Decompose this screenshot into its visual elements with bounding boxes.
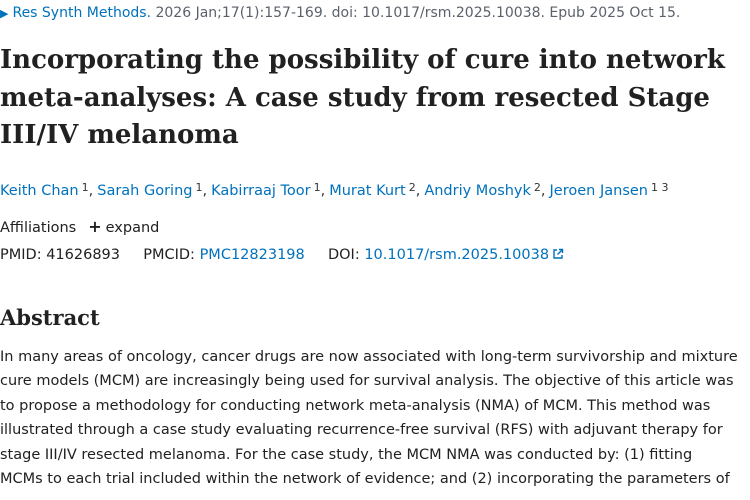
journal-link[interactable]: Res Synth Methods.: [12, 5, 152, 21]
author-link[interactable]: Kabirraaj Toor: [211, 183, 311, 199]
title-line: III/IV melanoma: [0, 120, 239, 150]
author-affiliation-ref[interactable]: 1 3: [650, 181, 669, 194]
external-link-icon: [553, 248, 564, 259]
affiliations-expand-button[interactable]: + expand: [88, 217, 160, 236]
abstract-line: to propose a methodology for conducting …: [0, 397, 711, 414]
affiliations-row: Affiliations + expand: [0, 217, 159, 238]
pmcid-label: PMCID:: [143, 247, 195, 263]
author-link[interactable]: Andriy Moshyk: [424, 183, 531, 199]
article-title: Incorporating the possibility of cure in…: [0, 42, 740, 155]
pmid-label: PMID:: [0, 247, 42, 263]
author-separator: ,: [415, 183, 421, 199]
pmid-value: 41626893: [46, 247, 121, 263]
author-separator: ,: [540, 183, 546, 199]
author-affiliation-ref[interactable]: 2: [533, 181, 541, 194]
author-link[interactable]: Sarah Goring: [97, 183, 193, 199]
identifiers-row: PMID: 41626893 PMCID: PMC12823198 DOI: 1…: [0, 245, 564, 265]
author-separator: ,: [202, 183, 208, 199]
citation-line: ▶ Res Synth Methods. 2026 Jan;17(1):157-1…: [0, 4, 680, 23]
abstract-line: cure models (MCM) are increasingly being…: [0, 373, 734, 390]
abstract-line: illustrated through a case study evaluat…: [0, 422, 723, 439]
author-list: Keith Chan 1, Sarah Goring 1, Kabirraaj Toor…: [0, 178, 668, 201]
doi-label: DOI:: [327, 247, 360, 263]
citation-details: 2026 Jan;17(1):157-169. doi: 10.1017/rsm…: [151, 5, 681, 21]
abstract-heading: Abstract: [0, 305, 100, 330]
author-affiliation-ref[interactable]: 1: [313, 181, 321, 194]
abstract-line: In many areas of oncology, cancer drugs …: [0, 349, 738, 365]
title-line: meta-analyses: A case study from resecte…: [0, 82, 710, 113]
author-link[interactable]: Jeroen Jansen: [549, 183, 648, 199]
doi-value: 10.1017/rsm.2025.10038: [364, 247, 550, 263]
abstract-line: stage III/IV resected melanoma. For the …: [0, 446, 693, 463]
author-link[interactable]: Murat Kurt: [329, 183, 406, 199]
expand-label: expand: [105, 220, 160, 236]
author-link[interactable]: Keith Chan: [0, 183, 79, 199]
title-line: Incorporating the possibility of cure in…: [0, 45, 725, 75]
author-separator: ,: [320, 183, 326, 199]
abstract-line: MCMs to each trial included within the n…: [0, 471, 730, 488]
plus-icon: +: [88, 217, 102, 236]
affiliations-label: Affiliations: [0, 220, 77, 236]
abstract-text: In many areas of oncology, cancer drugs …: [0, 345, 745, 491]
author-affiliation-ref[interactable]: 1: [81, 181, 89, 194]
caret-right-icon[interactable]: ▶: [0, 7, 9, 20]
author-affiliation-ref[interactable]: 2: [408, 181, 416, 194]
author-separator: ,: [88, 183, 94, 199]
pmcid-link[interactable]: PMC12823198: [199, 247, 305, 263]
author-affiliation-ref[interactable]: 1: [195, 181, 203, 194]
doi-link[interactable]: 10.1017/rsm.2025.10038: [364, 247, 564, 263]
